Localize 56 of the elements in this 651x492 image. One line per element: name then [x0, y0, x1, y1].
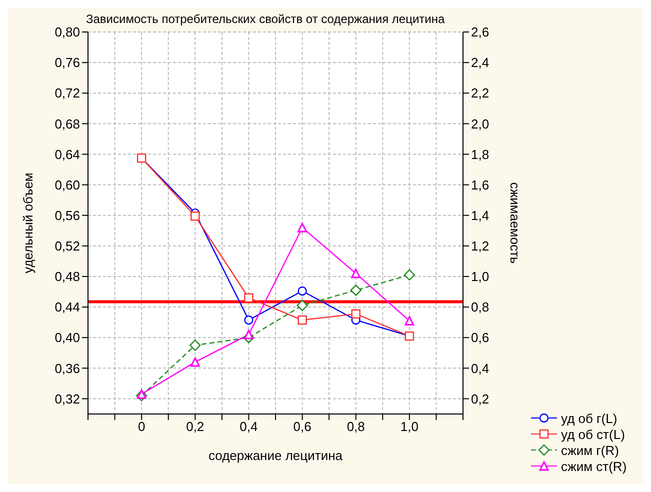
y2-tick-label: 2,4	[471, 55, 490, 70]
y-tick-label: 0,68	[54, 116, 80, 132]
y2-tick-label: 0,8	[471, 300, 490, 315]
point	[190, 357, 200, 367]
x-tick-label: 0,8	[346, 419, 365, 434]
y2-tick-label: 0,2	[471, 391, 490, 406]
point	[190, 212, 200, 221]
y2-tick-label: 2,6	[471, 24, 490, 40]
legend-label: сжим г(R)	[561, 442, 619, 458]
point	[298, 286, 307, 296]
x-tick-label: 0,4	[240, 419, 258, 434]
legend-label: уд об г(L)	[561, 410, 618, 426]
y2-tick-label: 1,6	[471, 177, 490, 192]
point	[404, 269, 416, 281]
y2-tick-label: 0,6	[471, 330, 490, 346]
point	[296, 300, 308, 312]
y2-axis-title: сжимаемость	[507, 182, 522, 264]
y-tick-label: 0,40	[54, 330, 80, 346]
y2-tick-label: 1,4	[471, 208, 490, 223]
y2-tick-label: 1,2	[471, 238, 490, 254]
point	[404, 316, 414, 326]
y2-tick-label: 0,4	[471, 360, 490, 376]
y-tick-label: 0,72	[54, 86, 80, 101]
y2-tick-label: 2,0	[471, 116, 490, 132]
x-tick-label: 0,2	[186, 419, 204, 434]
point	[298, 222, 308, 232]
x-tick-label: 1,0	[400, 419, 418, 434]
point	[244, 315, 254, 325]
y-axis-title: удельный объем	[20, 172, 36, 274]
y-tick-label: 0,36	[54, 360, 80, 376]
y-tick-label: 0,56	[54, 208, 80, 223]
y2-tick-label: 2,2	[471, 86, 490, 101]
y-tick-label: 0,44	[54, 300, 80, 315]
legend-label: уд об ст(L)	[561, 426, 625, 442]
x-tick-label: 0,6	[293, 419, 312, 434]
y-tick-label: 0,76	[54, 55, 80, 70]
point	[351, 309, 360, 319]
y2-tick-label: 1,8	[471, 146, 490, 162]
point	[136, 389, 146, 399]
y-tick-label: 0,48	[54, 269, 80, 284]
y-tick-label: 0,60	[54, 177, 80, 192]
x-axis-title: содержание лецитина	[208, 448, 344, 463]
y-tick-label: 0,32	[54, 391, 80, 406]
point	[350, 284, 362, 296]
point	[351, 268, 361, 278]
y2-tick-label: 1,0	[471, 269, 490, 284]
legend-label: сжим ст(R)	[561, 458, 627, 474]
x-tick-label: 0	[138, 419, 146, 434]
y-tick-label: 0,52	[54, 238, 80, 254]
y-tick-label: 0,64	[54, 146, 80, 162]
chart-title: Зависимость потребительских свойств от содержания лецитина	[86, 12, 445, 26]
point	[244, 330, 254, 340]
point	[298, 315, 307, 325]
point	[244, 293, 254, 302]
y-tick-label: 0,80	[54, 24, 80, 40]
point	[190, 340, 201, 351]
